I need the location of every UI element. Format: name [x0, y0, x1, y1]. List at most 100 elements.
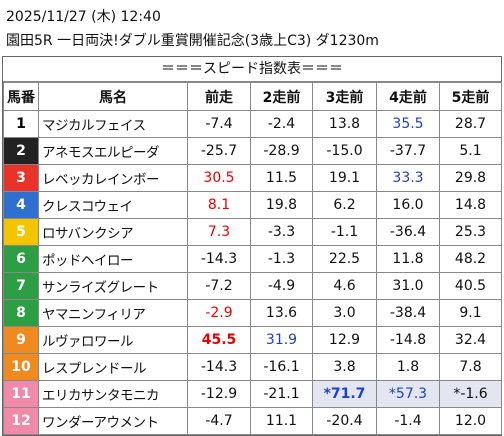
- table: 馬番 馬名 前走 2走前 3走前 4走前 5走前 1 マジカルフェイス -7.4 -2.4 13.8…: [3, 82, 502, 435]
- horse-name: クレスコウェイ: [38, 191, 188, 219]
- speed-index: 48.2: [439, 245, 502, 273]
- speed-index: 4.6: [312, 272, 377, 300]
- speed-table: ＝＝＝スピード指数表＝＝＝ 馬番 馬名 前走 2走前 3走前 4走前 5走前 1 マジカルフェ…: [2, 56, 502, 436]
- speed-index: 19.8: [250, 191, 313, 219]
- speed-index: 8.1: [187, 191, 251, 219]
- header-row: 馬番 馬名 前走 2走前 3走前 4走前 5走前: [3, 82, 502, 111]
- speed-index: *-1.6: [439, 380, 502, 408]
- speed-index: 29.8: [439, 164, 502, 192]
- speed-index: -1.3: [250, 245, 313, 273]
- speed-index: -38.4: [376, 299, 440, 327]
- speed-index: -4.7: [187, 407, 251, 435]
- speed-index: 14.8: [439, 191, 502, 219]
- speed-index: 40.5: [439, 272, 502, 300]
- speed-index: -14.8: [376, 326, 440, 354]
- horse-number: 7: [3, 272, 39, 300]
- speed-index: 32.4: [439, 326, 502, 354]
- speed-index: -14.3: [187, 353, 251, 381]
- speed-index: 7.3: [187, 218, 251, 246]
- speed-index: -20.4: [312, 407, 377, 435]
- column-header: 前走: [187, 82, 251, 111]
- horse-name: ポッドヘイロー: [38, 245, 188, 273]
- horse-number: 8: [3, 299, 39, 327]
- column-header: 3走前: [312, 82, 377, 111]
- horse-number: 4: [3, 191, 39, 219]
- horse-name: レスプレンドール: [38, 353, 188, 381]
- speed-index: 16.0: [376, 191, 440, 219]
- horse-number: 5: [3, 218, 39, 246]
- row: 7 サンライズグレート -7.2 -4.9 4.6 31.0 40.5: [3, 272, 502, 300]
- speed-index: 11.1: [250, 407, 313, 435]
- horse-number: 9: [3, 326, 39, 354]
- speed-index: 11.8: [376, 245, 440, 273]
- speed-index: 45.5: [187, 326, 251, 354]
- speed-index: 13.6: [250, 299, 313, 327]
- speed-index: -14.3: [187, 245, 251, 273]
- row: 6 ポッドヘイロー -14.3 -1.3 22.5 11.8 48.2: [3, 245, 502, 273]
- speed-index: -25.7: [187, 137, 251, 165]
- horse-name: エリカサンタモニカ: [38, 380, 188, 408]
- speed-index: 25.3: [439, 218, 502, 246]
- speed-index: -28.9: [250, 137, 313, 165]
- speed-index: -7.2: [187, 272, 251, 300]
- row: 5 ロサバンクシア 7.3 -3.3 -1.1 -36.4 25.3: [3, 218, 502, 246]
- speed-index: -2.4: [250, 110, 313, 138]
- speed-index: 6.2: [312, 191, 377, 219]
- speed-index: 35.5: [376, 110, 440, 138]
- speed-index: 9.1: [439, 299, 502, 327]
- horse-name: アネモスエルピーダ: [38, 137, 188, 165]
- column-header: 馬名: [38, 82, 188, 111]
- speed-index: -2.9: [187, 299, 251, 327]
- row: 12 ワンダーアウメント -4.7 11.1 -20.4 -1.4 12.0: [3, 407, 502, 435]
- speed-index: 31.9: [250, 326, 313, 354]
- speed-index: -21.1: [250, 380, 313, 408]
- speed-index: -4.9: [250, 272, 313, 300]
- speed-index: 1.8: [376, 353, 440, 381]
- speed-index: -36.4: [376, 218, 440, 246]
- horse-name: ルヴァロワール: [38, 326, 188, 354]
- horse-name: レベッカレインボー: [38, 164, 188, 192]
- speed-index: 3.0: [312, 299, 377, 327]
- horse-number: 3: [3, 164, 39, 192]
- row: 2 アネモスエルピーダ -25.7 -28.9 -15.0 -37.7 5.1: [3, 137, 502, 165]
- speed-index: 11.5: [250, 164, 313, 192]
- row: 9 ルヴァロワール 45.5 31.9 12.9 -14.8 32.4: [3, 326, 502, 354]
- horse-number: 1: [3, 110, 39, 138]
- horse-number: 10: [3, 353, 39, 381]
- speed-index: -7.4: [187, 110, 251, 138]
- speed-index: 13.8: [312, 110, 377, 138]
- row: 3 レベッカレインボー 30.5 11.5 19.1 33.3 29.8: [3, 164, 502, 192]
- speed-index: 12.0: [439, 407, 502, 435]
- speed-index: 33.3: [376, 164, 440, 192]
- row: 1 マジカルフェイス -7.4 -2.4 13.8 35.5 28.7: [3, 110, 502, 138]
- speed-index: -12.9: [187, 380, 251, 408]
- speed-index: 12.9: [312, 326, 377, 354]
- row: 8 ヤマニンフィリア -2.9 13.6 3.0 -38.4 9.1: [3, 299, 502, 327]
- speed-index: 7.8: [439, 353, 502, 381]
- speed-index: 3.8: [312, 353, 377, 381]
- horse-name: ヤマニンフィリア: [38, 299, 188, 327]
- speed-index: 22.5: [312, 245, 377, 273]
- horse-name: ロサバンクシア: [38, 218, 188, 246]
- speed-index: -1.1: [312, 218, 377, 246]
- speed-index: *71.7: [312, 380, 377, 408]
- table-title: ＝＝＝スピード指数表＝＝＝: [3, 57, 501, 82]
- column-header: 2走前: [250, 82, 313, 111]
- datetime: 2025/11/27 (木) 12:40: [6, 9, 161, 25]
- race-title: 園田5R 一日両決!ダブル重賞開催記念(3歳上C3) ダ1230m: [6, 33, 379, 49]
- speed-index: -1.4: [376, 407, 440, 435]
- column-header: 5走前: [439, 82, 502, 111]
- speed-index: 5.1: [439, 137, 502, 165]
- speed-index: -37.7: [376, 137, 440, 165]
- speed-index: 31.0: [376, 272, 440, 300]
- horse-number: 12: [3, 407, 39, 435]
- column-header: 4走前: [376, 82, 440, 111]
- row: 4 クレスコウェイ 8.1 19.8 6.2 16.0 14.8: [3, 191, 502, 219]
- row: 11 エリカサンタモニカ -12.9 -21.1 *71.7 *57.3 *-1.6: [3, 380, 502, 408]
- horse-name: サンライズグレート: [38, 272, 188, 300]
- horse-name: ワンダーアウメント: [38, 407, 188, 435]
- horse-number: 6: [3, 245, 39, 273]
- horse-number: 2: [3, 137, 39, 165]
- speed-index: *57.3: [376, 380, 440, 408]
